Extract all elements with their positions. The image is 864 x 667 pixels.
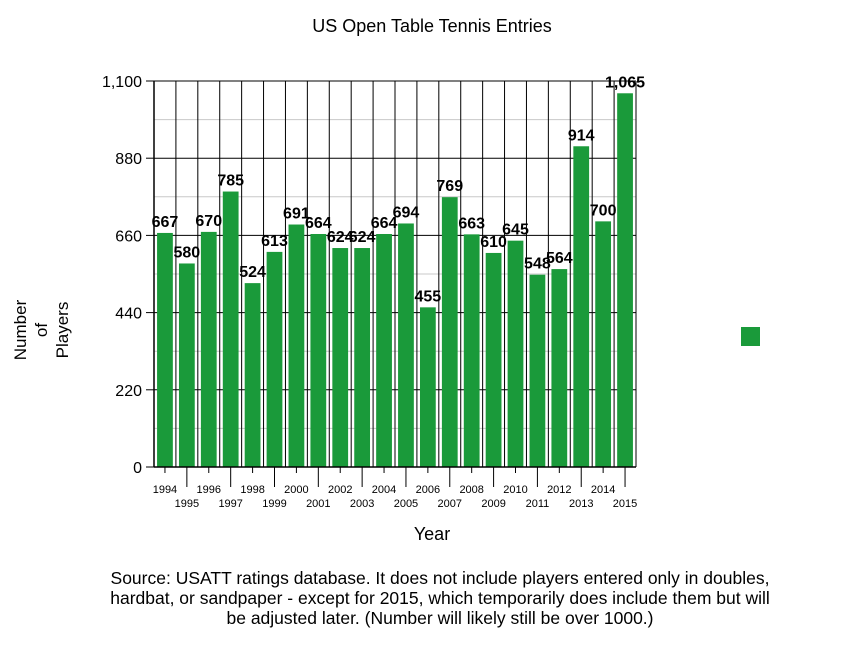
x-tick-label: 2004 xyxy=(372,484,396,496)
axes: 0 220 440 660 880 1,100 1994 1995 1996 1997 1998 19… xyxy=(102,74,637,510)
bar-2001 xyxy=(310,233,327,467)
bar-value-label: 664 xyxy=(371,215,398,232)
bar-1998 xyxy=(244,283,261,467)
x-tick-label: 2009 xyxy=(481,498,505,510)
x-tick-label: 1997 xyxy=(218,498,242,510)
bar-2007 xyxy=(441,197,458,467)
x-tick-label: 2002 xyxy=(328,484,352,496)
bar-1996 xyxy=(200,231,217,467)
bar-2002 xyxy=(332,248,349,467)
source-caption: Source: USATT ratings database. It does … xyxy=(110,568,770,628)
bar-value-label: 548 xyxy=(524,256,551,273)
bar-2005 xyxy=(398,223,414,467)
bar-1994 xyxy=(157,232,173,467)
bar-value-label: 694 xyxy=(393,204,420,221)
bar-value-label: 580 xyxy=(174,244,201,261)
bar-2010 xyxy=(507,240,524,467)
bar-value-label: 524 xyxy=(239,264,266,281)
bars: 6675806707855246136916646246246646944557… xyxy=(152,74,645,468)
bar-value-label: 769 xyxy=(436,178,463,195)
bar-value-label: 785 xyxy=(217,173,244,190)
bar-value-label: 610 xyxy=(480,234,507,251)
x-tick-label: 2013 xyxy=(569,498,593,510)
bar-value-label: 667 xyxy=(152,214,179,231)
y-tick-label: 0 xyxy=(133,460,142,477)
y-axis-label-line: Players xyxy=(53,302,72,359)
bar-1995 xyxy=(178,263,195,467)
bar-value-label: 664 xyxy=(305,215,332,232)
bar-value-label: 613 xyxy=(261,233,288,250)
bar-value-label: 564 xyxy=(546,250,573,267)
x-tick-label: 2003 xyxy=(350,498,374,510)
y-tick-label: 220 xyxy=(115,383,142,400)
x-tick-label: 2001 xyxy=(306,498,330,510)
bar-1997 xyxy=(222,191,239,467)
x-tick-label: 2008 xyxy=(459,484,483,496)
bar-2011 xyxy=(529,274,546,467)
bar-2000 xyxy=(288,224,305,467)
bar-value-label: 645 xyxy=(502,222,529,239)
bar-value-label: 624 xyxy=(349,229,376,246)
bar-value-label: 914 xyxy=(568,127,595,144)
bar-1999 xyxy=(266,251,283,467)
bar-2013 xyxy=(573,146,590,467)
x-tick-label: 1998 xyxy=(240,484,264,496)
x-tick-label: 2015 xyxy=(613,498,637,510)
y-tick-label: 880 xyxy=(115,151,142,168)
bar-2003 xyxy=(354,248,371,467)
bar-value-label: 624 xyxy=(327,229,354,246)
x-tick-label: 2011 xyxy=(526,498,550,510)
bar-2012 xyxy=(551,269,568,467)
bar-value-label: 1,065 xyxy=(605,74,645,91)
y-tick-label: 1,100 xyxy=(102,74,142,91)
y-axis-label-line: of xyxy=(32,323,51,337)
bar-2009 xyxy=(485,252,502,467)
x-tick-label: 1994 xyxy=(153,484,177,496)
bar-value-label: 691 xyxy=(283,206,310,223)
x-tick-label: 2000 xyxy=(284,484,308,496)
legend-swatch xyxy=(741,327,760,346)
bar-2015 xyxy=(617,93,633,468)
x-tick-label: 2010 xyxy=(503,484,527,496)
bar-value-label: 663 xyxy=(458,215,485,232)
y-tick-label: 660 xyxy=(115,228,142,245)
y-axis-label: Number of Players xyxy=(11,299,72,360)
x-tick-label: 1996 xyxy=(197,484,221,496)
bar-value-label: 670 xyxy=(195,213,222,230)
bar-2008 xyxy=(463,234,480,467)
bar-2004 xyxy=(376,233,392,467)
x-tick-label: 2012 xyxy=(547,484,571,496)
y-axis-label-line: Number xyxy=(11,299,30,360)
bar-value-label: 455 xyxy=(415,288,442,305)
bar-value-label: 700 xyxy=(590,202,617,219)
chart-title: US Open Table Tennis Entries xyxy=(312,16,551,36)
y-tick-label: 440 xyxy=(115,306,142,323)
x-tick-label: 2005 xyxy=(394,498,418,510)
x-tick-label: 1995 xyxy=(175,498,199,510)
x-tick-label: 2006 xyxy=(416,484,440,496)
bar-2006 xyxy=(419,307,436,467)
bar-2014 xyxy=(595,221,612,467)
x-axis-label: Year xyxy=(414,524,450,544)
x-tick-label: 1999 xyxy=(262,498,286,510)
x-tick-label: 2014 xyxy=(591,484,615,496)
x-tick-label: 2007 xyxy=(438,498,462,510)
